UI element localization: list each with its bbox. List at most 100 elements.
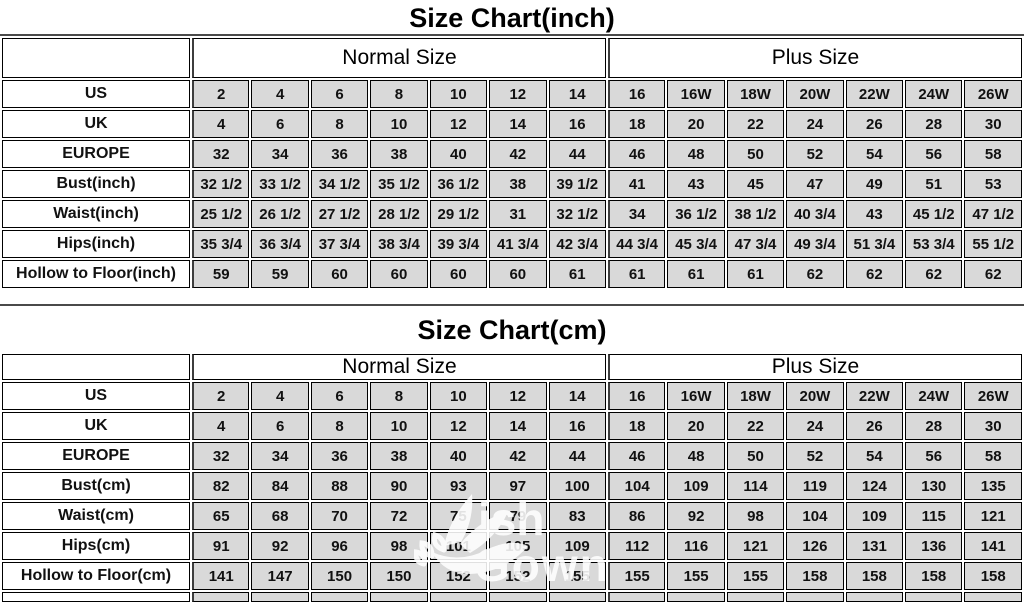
size-cell: 38	[489, 170, 547, 198]
size-cell: 20	[667, 110, 725, 138]
size-chart-cm-title: Size Chart(cm)	[417, 315, 607, 345]
row-label: Bust(inch)	[2, 170, 190, 198]
size-cell: 158	[845, 562, 904, 590]
size-cell: 114	[726, 472, 785, 500]
size-cell: 52	[786, 442, 844, 470]
size-cell: 30	[964, 412, 1022, 440]
size-cell: 45	[726, 170, 785, 198]
size-cell: 62	[786, 260, 844, 288]
size-cell: 44	[548, 442, 606, 470]
size-cell-stub	[370, 592, 428, 602]
size-cell: 75	[429, 502, 488, 530]
size-cell: 26W	[964, 382, 1022, 410]
size-chart-cm-table: Normal Size Plus Size US 2 4 6 8 10 12 14 16 16W 18W…	[0, 352, 1024, 604]
size-cell: 119	[786, 472, 844, 500]
size-cell: 42	[489, 442, 547, 470]
size-cell: 158	[905, 562, 963, 590]
size-cell: 6	[251, 412, 309, 440]
size-cell: 62	[845, 260, 904, 288]
size-cell-stub	[607, 592, 666, 602]
size-cell: 36 1/2	[667, 200, 725, 228]
size-cell: 62	[905, 260, 963, 288]
size-cell-stub	[964, 592, 1022, 602]
size-cell: 2	[192, 382, 250, 410]
size-cell: 2	[192, 80, 250, 108]
size-cell: 115	[905, 502, 963, 530]
size-chart-inch-section: Size Chart(inch) Normal Size Plus Size US 2…	[0, 0, 1024, 290]
size-cell: 45 1/2	[905, 200, 963, 228]
size-cell: 6	[310, 80, 369, 108]
size-cell: 39 1/2	[548, 170, 606, 198]
row-label: EUROPE	[2, 140, 190, 168]
size-cell: 18	[607, 110, 666, 138]
size-cell: 55 1/2	[964, 230, 1022, 258]
size-cell: 26	[845, 412, 904, 440]
size-cell: 24W	[905, 80, 963, 108]
size-cell: 18W	[726, 80, 785, 108]
size-cell: 136	[905, 532, 963, 560]
size-cell: 60	[429, 260, 488, 288]
row-label: US	[2, 80, 190, 108]
table-row: Waist(inch) 25 1/2 26 1/2 27 1/2 28 1/2 29 1/…	[2, 200, 1022, 228]
table-row: UK 4 6 8 10 12 14 16 18 20 22 24 26 28 30	[2, 110, 1022, 138]
size-cell: 83	[548, 502, 606, 530]
size-cell: 36 3/4	[251, 230, 309, 258]
size-cell: 26 1/2	[251, 200, 309, 228]
corner-cell	[2, 38, 190, 78]
size-cell: 109	[548, 532, 606, 560]
size-cell: 72	[370, 502, 428, 530]
size-cell: 4	[251, 80, 309, 108]
size-cell: 61	[607, 260, 666, 288]
size-cell: 88	[310, 472, 369, 500]
size-cell: 41	[607, 170, 666, 198]
size-cell: 45 3/4	[667, 230, 725, 258]
size-cell: 96	[310, 532, 369, 560]
size-chart-cm-section: Size Chart(cm) Normal Size Plus Size US 2 4 6…	[0, 304, 1024, 604]
group-header-plus: Plus Size	[607, 354, 1022, 380]
corner-cell	[2, 354, 190, 380]
size-cell: 37 3/4	[310, 230, 369, 258]
size-cell: 86	[607, 502, 666, 530]
size-cell: 51	[905, 170, 963, 198]
size-cell: 56	[905, 140, 963, 168]
size-cell: 25 1/2	[192, 200, 250, 228]
size-cell: 158	[786, 562, 844, 590]
size-cell: 47	[786, 170, 844, 198]
row-label: Waist(inch)	[2, 200, 190, 228]
size-cell: 6	[251, 110, 309, 138]
size-cell: 68	[251, 502, 309, 530]
table-row: Hollow to Floor(cm) 141 147 150 150 152 152 155…	[2, 562, 1022, 590]
size-cell: 82	[192, 472, 250, 500]
row-label: EUROPE	[2, 442, 190, 470]
size-cell: 16	[548, 412, 606, 440]
size-cell: 62	[964, 260, 1022, 288]
size-cell: 43	[667, 170, 725, 198]
size-cell: 155	[607, 562, 666, 590]
row-label: UK	[2, 412, 190, 440]
size-cell: 155	[726, 562, 785, 590]
size-cell: 16W	[667, 382, 725, 410]
size-cell: 34	[607, 200, 666, 228]
size-cell: 61	[548, 260, 606, 288]
size-cell: 14	[489, 110, 547, 138]
size-cell: 109	[845, 502, 904, 530]
size-cell: 4	[192, 412, 250, 440]
size-cell: 34 1/2	[310, 170, 369, 198]
size-cell: 31	[489, 200, 547, 228]
size-cell: 27 1/2	[310, 200, 369, 228]
size-cell: 44	[548, 140, 606, 168]
size-cell: 98	[370, 532, 428, 560]
size-cell: 34	[251, 442, 309, 470]
group-header-row: Normal Size Plus Size	[2, 38, 1022, 78]
size-cell: 59	[251, 260, 309, 288]
size-cell: 10	[370, 110, 428, 138]
table-row: US 2 4 6 8 10 12 14 16 16W 18W 20W 22W 24W 26W	[2, 80, 1022, 108]
size-cell: 22W	[845, 80, 904, 108]
size-cell: 65	[192, 502, 250, 530]
group-header-row: Normal Size Plus Size	[2, 354, 1022, 380]
size-cell: 28	[905, 412, 963, 440]
group-header-normal: Normal Size	[192, 354, 606, 380]
size-cell: 36	[310, 140, 369, 168]
size-cell: 58	[964, 140, 1022, 168]
size-cell: 32 1/2	[192, 170, 250, 198]
